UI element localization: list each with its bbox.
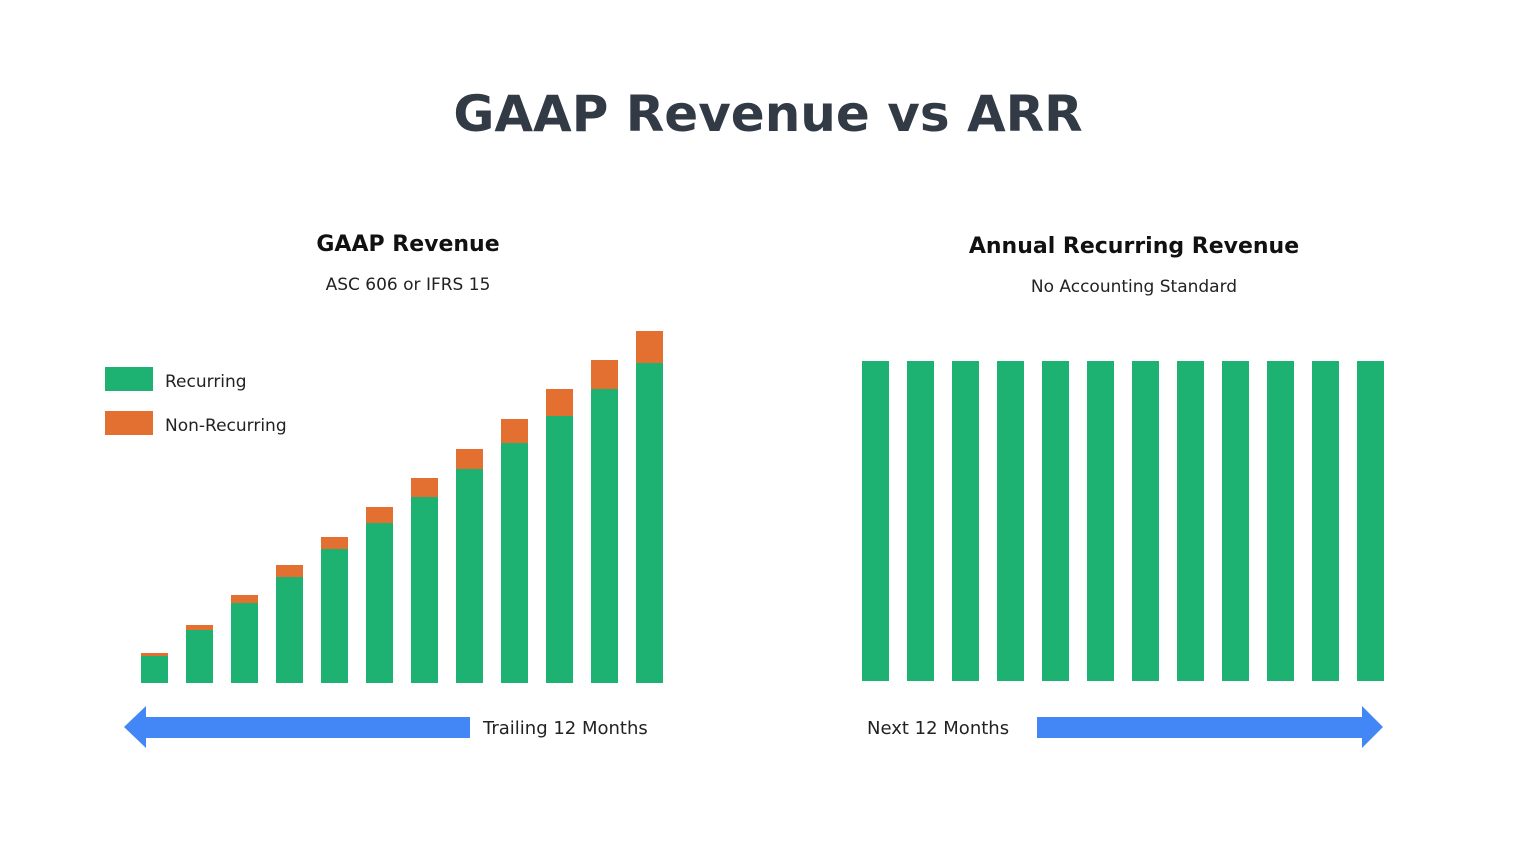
next-arrow-icon [1037,706,1383,748]
legend-label-recurring: Recurring [165,372,247,392]
bar-non-recurring [321,537,348,549]
bar-recurring [366,523,393,683]
bar-non-recurring [546,389,573,416]
bar-non-recurring [456,449,483,469]
main-title: GAAP Revenue vs ARR [453,85,1082,143]
bar-non-recurring [636,331,663,363]
bar-arr [952,361,979,681]
trailing-label: Trailing 12 Months [482,718,648,739]
bar-recurring [591,389,618,683]
bar-non-recurring [591,360,618,389]
bar-non-recurring [366,507,393,523]
bar-arr [1177,361,1204,681]
arr-chart-title: Annual Recurring Revenue [969,234,1299,259]
bar-recurring [501,443,528,683]
bar-non-recurring [411,478,438,497]
bar-non-recurring [501,419,528,443]
bar-recurring [186,630,213,683]
bar-arr [1132,361,1159,681]
bar-arr [1312,361,1339,681]
bar-arr [907,361,934,681]
gaap-chart-subtitle: ASC 606 or IFRS 15 [326,275,491,295]
bar-arr [1357,361,1384,681]
bar-recurring [321,549,348,683]
bar-non-recurring [186,625,213,630]
bar-recurring [411,497,438,683]
gaap-bars [141,331,663,683]
bar-arr [1087,361,1114,681]
legend-swatch-recurring [105,367,153,391]
legend: Recurring Non-Recurring [105,367,287,436]
bar-non-recurring [276,565,303,577]
bar-recurring [456,469,483,683]
next-label: Next 12 Months [867,718,1009,739]
bar-arr [1267,361,1294,681]
bar-arr [1222,361,1249,681]
bar-non-recurring [231,595,258,603]
trailing-arrow-icon [124,706,470,748]
bar-arr [862,361,889,681]
bar-recurring [636,363,663,683]
legend-swatch-non-recurring [105,411,153,435]
bar-arr [1042,361,1069,681]
bar-non-recurring [141,653,168,656]
arr-bars [862,361,1384,681]
arr-chart-subtitle: No Accounting Standard [1031,277,1237,297]
bar-recurring [276,577,303,683]
gaap-chart-title: GAAP Revenue [316,232,499,257]
bar-recurring [231,603,258,683]
bar-arr [997,361,1024,681]
legend-label-non-recurring: Non-Recurring [165,416,287,436]
bar-recurring [546,416,573,683]
bar-recurring [141,656,168,683]
